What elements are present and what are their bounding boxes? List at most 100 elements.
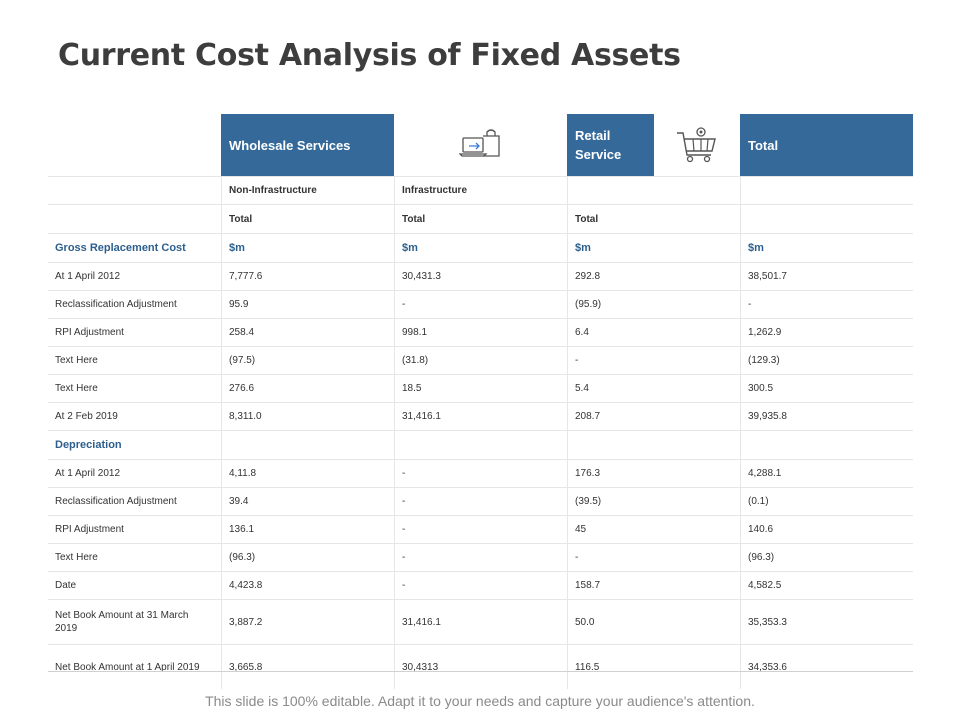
cell-value: 1,262.9	[740, 319, 913, 346]
table-row: Text Here (97.5) (31.8) - (129.3)	[48, 347, 913, 375]
header-retail: Retail Service	[567, 114, 654, 176]
depreciation-rows: At 1 April 2012 4,11.8 - 176.3 4,288.1 R…	[48, 460, 913, 600]
table-row: Net Book Amount at 31 March 2019 3,887.2…	[48, 600, 913, 645]
total-label: Total	[567, 205, 740, 233]
table-row: Text Here (96.3) - - (96.3)	[48, 544, 913, 572]
cell-value: (96.3)	[221, 544, 394, 571]
table-row: Text Here 276.6 18.5 5.4 300.5	[48, 375, 913, 403]
cell-value: 39.4	[221, 488, 394, 515]
cell-value: 4,11.8	[221, 460, 394, 487]
gross-section-row: Gross Replacement Cost $m $m $m $m	[48, 234, 913, 263]
section-gross-replacement-cost: Gross Replacement Cost	[55, 242, 186, 254]
cell-value: (95.9)	[567, 291, 740, 318]
cell-value: 3,887.2	[221, 600, 394, 644]
page-title: Current Cost Analysis of Fixed Assets	[58, 38, 681, 73]
unit-label: $m	[567, 234, 740, 262]
gross-rows: At 1 April 2012 7,777.6 30,431.3 292.8 3…	[48, 263, 913, 431]
row-label: Date	[55, 580, 77, 591]
cell-value: 6.4	[567, 319, 740, 346]
cell-value: 5.4	[567, 375, 740, 402]
cell-value: 292.8	[567, 263, 740, 290]
shopping-cart-gear-icon	[654, 114, 740, 176]
cell-value: 31,416.1	[394, 403, 567, 430]
row-label: Net Book Amount at 31 March 2019	[55, 610, 189, 634]
table-row: At 1 April 2012 4,11.8 - 176.3 4,288.1	[48, 460, 913, 488]
row-label: At 1 April 2012	[55, 271, 121, 282]
row-label: Reclassification Adjustment	[55, 496, 177, 507]
cell-value: 276.6	[221, 375, 394, 402]
cell-value: 998.1	[394, 319, 567, 346]
cell-value: 30,4313	[394, 645, 567, 689]
row-label: Text Here	[55, 355, 98, 366]
cell-value: 39,935.8	[740, 403, 913, 430]
cell-value: (0.1)	[740, 488, 913, 515]
table-row: At 2 Feb 2019 8,311.0 31,416.1 208.7 39,…	[48, 403, 913, 431]
row-label: At 1 April 2012	[55, 468, 121, 479]
cell-value: 3,665.8	[221, 645, 394, 689]
unit-label: $m	[221, 234, 394, 262]
cell-value: 50.0	[567, 600, 740, 644]
cell-value: 208.7	[567, 403, 740, 430]
subheader-row: Non-Infrastructure Infrastructure	[48, 177, 913, 205]
table-row: Net Book Amount at 1 April 2019 3,665.8 …	[48, 645, 913, 689]
subheader-empty-retail	[567, 177, 740, 204]
unit-label: $m	[740, 234, 913, 262]
cell-value: -	[394, 516, 567, 543]
subheader-empty	[48, 177, 221, 204]
row-label: RPI Adjustment	[55, 327, 124, 338]
empty-cell	[740, 431, 913, 459]
cell-value: 45	[567, 516, 740, 543]
shopping-bag-laptop-icon	[394, 114, 567, 176]
cell-value: -	[394, 572, 567, 599]
cell-value: 30,431.3	[394, 263, 567, 290]
section-depreciation: Depreciation	[55, 439, 122, 451]
cell-value: 258.4	[221, 319, 394, 346]
total-label: Total	[394, 205, 567, 233]
unit-label: $m	[394, 234, 567, 262]
table-header-row: Wholesale Services Retail Service	[48, 114, 913, 177]
cell-value: -	[394, 544, 567, 571]
cell-value: (97.5)	[221, 347, 394, 374]
subheader-non-infrastructure: Non-Infrastructure	[221, 177, 394, 204]
cell-value: 140.6	[740, 516, 913, 543]
cell-value: -	[394, 488, 567, 515]
empty-cell	[394, 431, 567, 459]
cell-value: -	[567, 544, 740, 571]
totals-row: Total Total Total	[48, 205, 913, 234]
depreciation-section-row: Depreciation	[48, 431, 913, 460]
table-row: RPI Adjustment 136.1 - 45 140.6	[48, 516, 913, 544]
cell-value: 136.1	[221, 516, 394, 543]
header-total: Total	[740, 114, 913, 176]
row-label: Net Book Amount at 1 April 2019	[55, 661, 200, 673]
row-label: Reclassification Adjustment	[55, 299, 177, 310]
row-label: Text Here	[55, 383, 98, 394]
totals-empty-total	[740, 205, 913, 233]
table-row: RPI Adjustment 258.4 998.1 6.4 1,262.9	[48, 319, 913, 347]
cell-value: (129.3)	[740, 347, 913, 374]
cell-value: 35,353.3	[740, 600, 913, 644]
cost-table: Wholesale Services Retail Service	[48, 114, 913, 689]
table-row: Reclassification Adjustment 39.4 - (39.5…	[48, 488, 913, 516]
cell-value: (31.8)	[394, 347, 567, 374]
cell-value: -	[567, 347, 740, 374]
cell-value: (39.5)	[567, 488, 740, 515]
cell-value: 4,288.1	[740, 460, 913, 487]
footer-note: This slide is 100% editable. Adapt it to…	[205, 693, 755, 709]
cell-value: 8,311.0	[221, 403, 394, 430]
table-row: Reclassification Adjustment 95.9 - (95.9…	[48, 291, 913, 319]
cell-value: 18.5	[394, 375, 567, 402]
cell-value: 38,501.7	[740, 263, 913, 290]
empty-cell	[567, 431, 740, 459]
cell-value: 95.9	[221, 291, 394, 318]
cell-value: 31,416.1	[394, 600, 567, 644]
total-label: Total	[221, 205, 394, 233]
cell-value: 158.7	[567, 572, 740, 599]
cell-value: -	[740, 291, 913, 318]
header-wholesale: Wholesale Services	[221, 114, 394, 176]
totals-empty	[48, 205, 221, 233]
cell-value: 116.5	[567, 645, 740, 689]
table-bottom-rule	[48, 671, 913, 672]
subheader-empty-total	[740, 177, 913, 204]
row-label: RPI Adjustment	[55, 524, 124, 535]
cell-value: -	[394, 460, 567, 487]
